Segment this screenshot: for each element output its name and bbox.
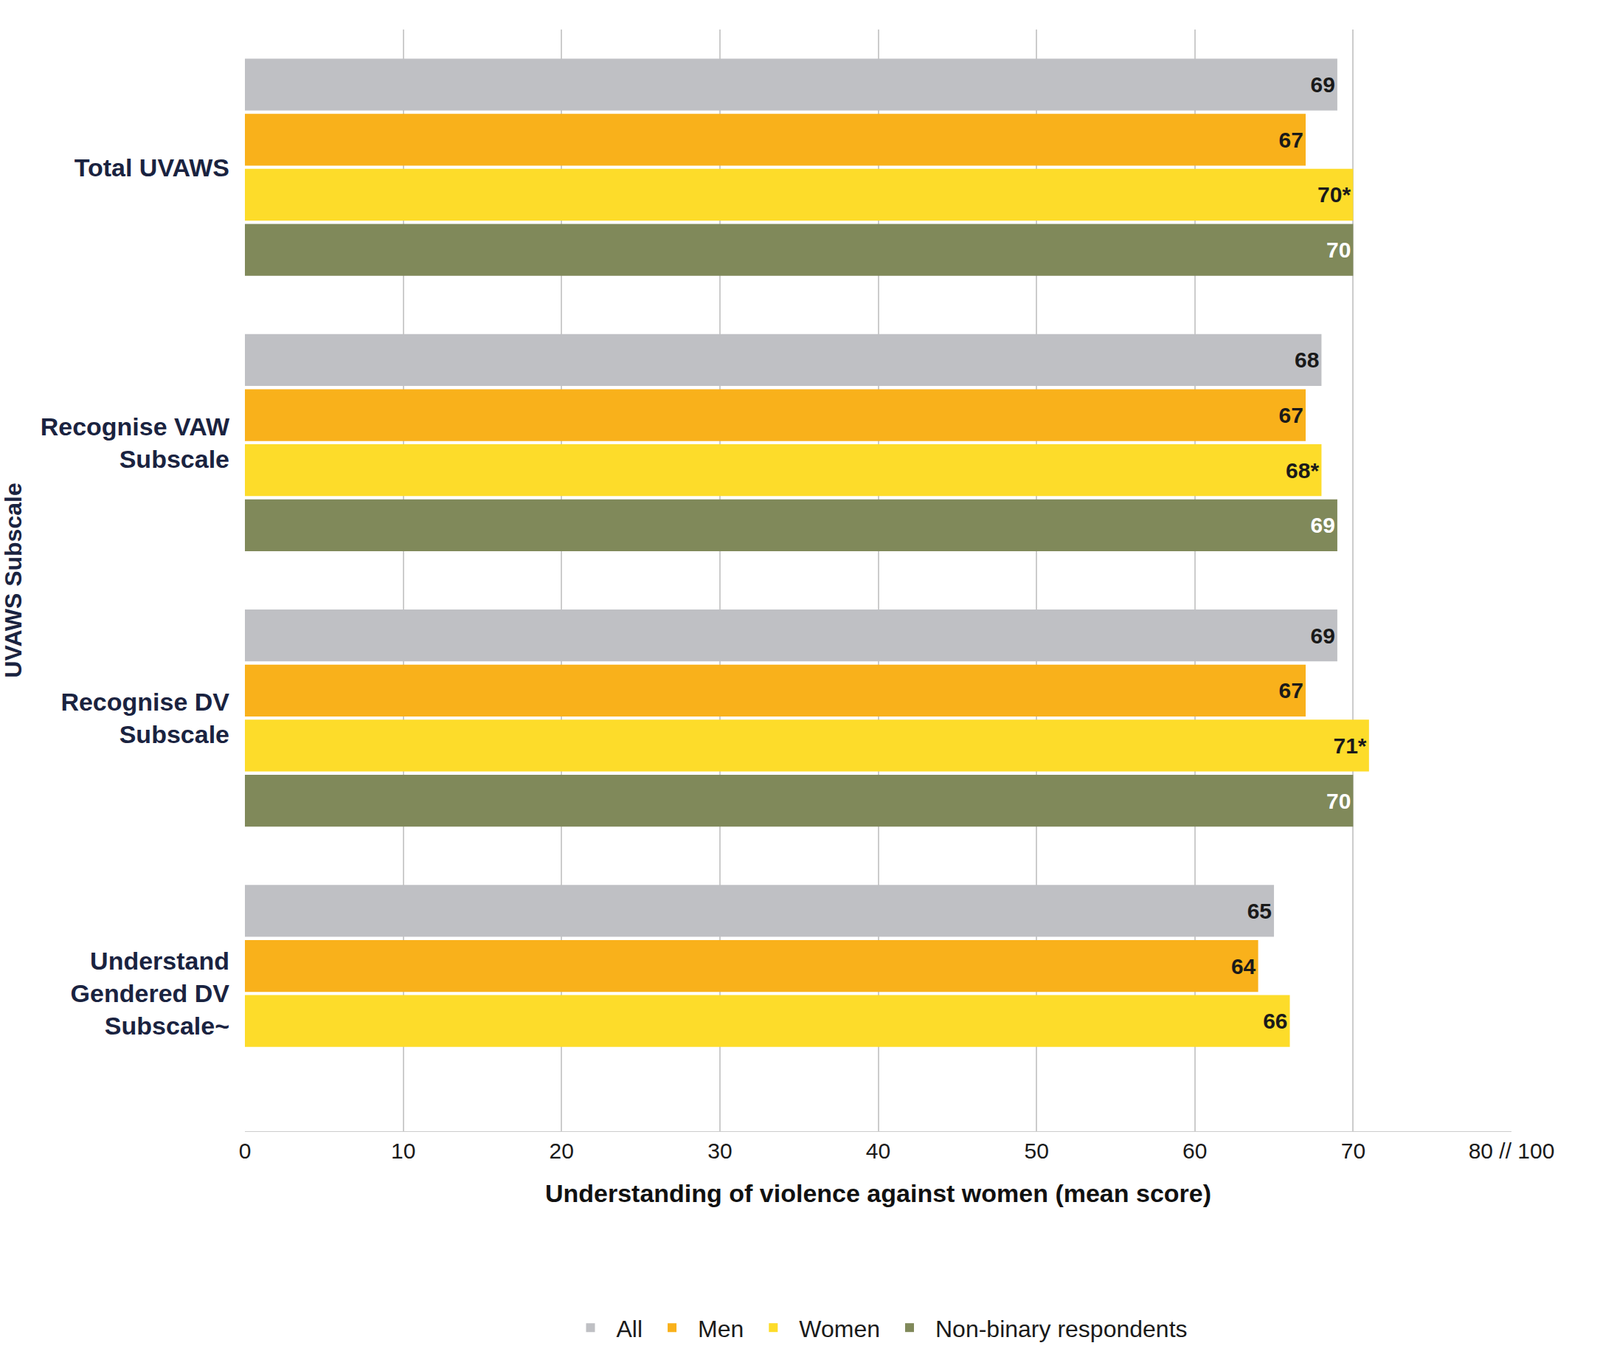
svg-text:UnderstandGendered DVSubscale~: UnderstandGendered DVSubscale~ bbox=[70, 946, 231, 1040]
svg-text:67: 67 bbox=[1279, 127, 1304, 152]
svg-text:69: 69 bbox=[1310, 623, 1336, 648]
svg-text:68: 68 bbox=[1294, 347, 1319, 372]
svg-text:Total UVAWS: Total UVAWS bbox=[74, 153, 230, 182]
svg-text:40: 40 bbox=[866, 1138, 891, 1163]
svg-text:71*: 71* bbox=[1332, 733, 1367, 758]
svg-text:Understanding of violence agai: Understanding of violence against women … bbox=[545, 1178, 1212, 1207]
svg-text:70: 70 bbox=[1326, 788, 1351, 813]
svg-text:10: 10 bbox=[390, 1138, 416, 1163]
svg-text:Women: Women bbox=[798, 1315, 881, 1342]
svg-text:60: 60 bbox=[1182, 1138, 1207, 1163]
svg-text:67: 67 bbox=[1279, 402, 1304, 428]
svg-text:Recognise DVSubscale: Recognise DVSubscale bbox=[60, 687, 230, 748]
svg-text:70: 70 bbox=[1326, 237, 1351, 262]
svg-text:65: 65 bbox=[1247, 898, 1272, 923]
svg-text:Non-binary respondents: Non-binary respondents bbox=[935, 1315, 1188, 1342]
svg-text:20: 20 bbox=[549, 1138, 574, 1163]
svg-text:80 // 100: 80 // 100 bbox=[1468, 1138, 1556, 1163]
svg-text:70*: 70* bbox=[1317, 182, 1351, 207]
svg-text:Recognise VAWSubscale: Recognise VAWSubscale bbox=[40, 412, 231, 473]
svg-text:UVAWS Subscale: UVAWS Subscale bbox=[0, 482, 27, 678]
svg-text:70: 70 bbox=[1341, 1138, 1366, 1163]
svg-text:69: 69 bbox=[1310, 512, 1336, 538]
svg-text:0: 0 bbox=[239, 1138, 252, 1163]
svg-text:69: 69 bbox=[1310, 72, 1336, 97]
svg-text:Men: Men bbox=[697, 1315, 744, 1342]
svg-text:50: 50 bbox=[1023, 1138, 1049, 1163]
svg-text:67: 67 bbox=[1279, 677, 1304, 703]
svg-text:30: 30 bbox=[707, 1138, 732, 1163]
svg-text:68*: 68* bbox=[1285, 458, 1319, 483]
svg-text:All: All bbox=[616, 1315, 644, 1342]
svg-text:66: 66 bbox=[1262, 1008, 1288, 1033]
svg-text:64: 64 bbox=[1231, 953, 1257, 979]
